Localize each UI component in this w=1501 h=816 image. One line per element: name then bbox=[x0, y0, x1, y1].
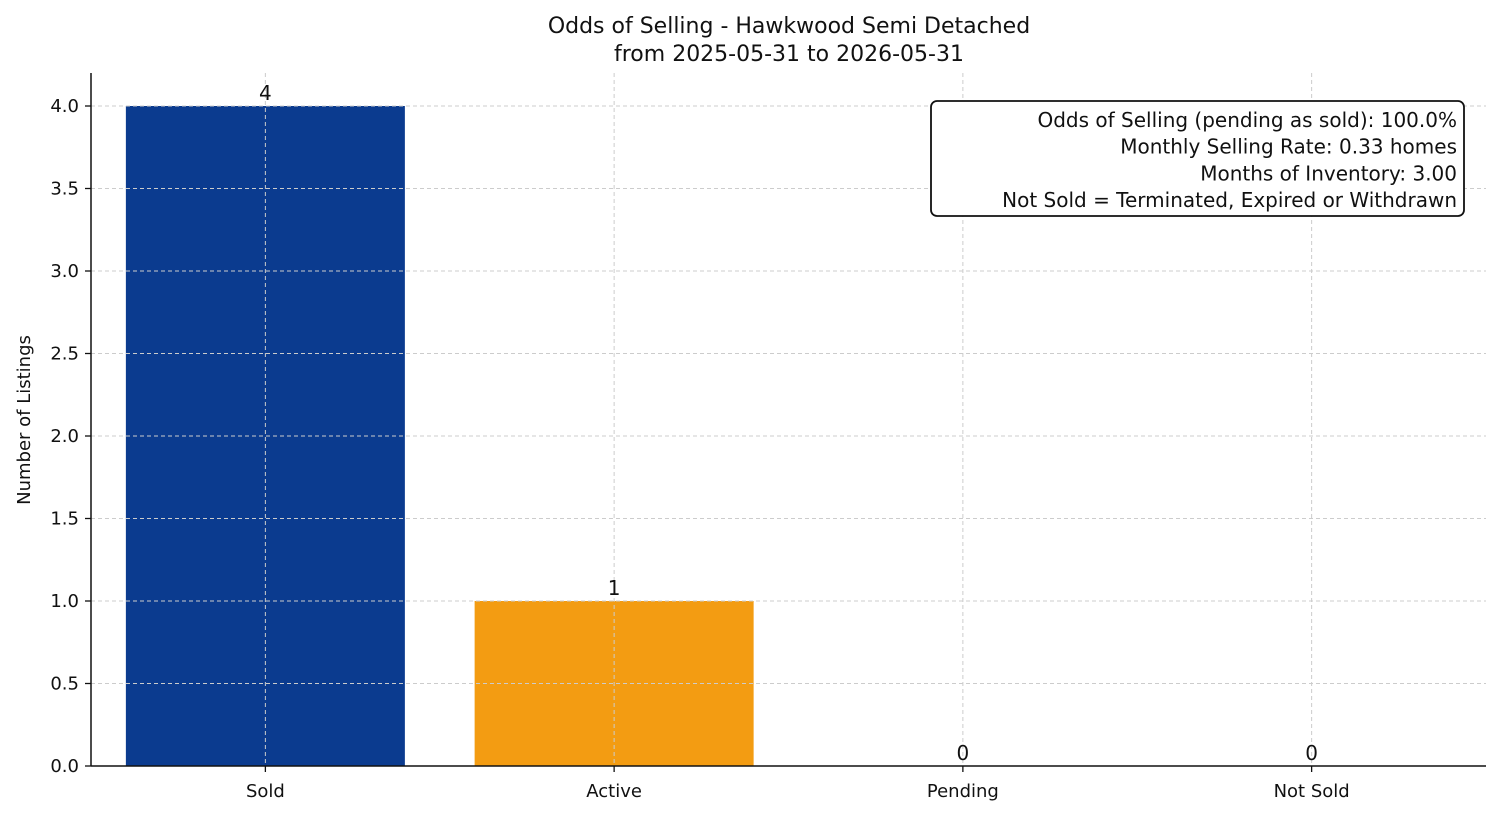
y-tick-label: 3.0 bbox=[50, 261, 79, 282]
info-box-line: Monthly Selling Rate: 0.33 homes bbox=[1120, 135, 1457, 159]
y-tick-label: 2.5 bbox=[50, 344, 79, 365]
info-box: Odds of Selling (pending as sold): 100.0… bbox=[930, 100, 1465, 217]
info-box-line: Odds of Selling (pending as sold): 100.0… bbox=[1037, 108, 1457, 132]
info-box-frame bbox=[930, 100, 1465, 217]
info-box-line: Not Sold = Terminated, Expired or Withdr… bbox=[1002, 188, 1457, 212]
chart-subtitle: from 2025-05-31 to 2026-05-31 bbox=[614, 42, 964, 67]
y-tick-label: 3.5 bbox=[50, 179, 79, 200]
y-tick-label: 1.5 bbox=[50, 509, 79, 530]
bar-value-label: 0 bbox=[957, 741, 970, 765]
y-tick-label: 0.0 bbox=[50, 756, 79, 777]
axis-layer: 4 1 0 0 0.0 0.5 1.0 1.5 2.0 2.5 3.0 3.5 4.0 Sold Activ… bbox=[50, 73, 1486, 802]
chart-title: Odds of Selling - Hawkwood Semi Detached bbox=[548, 14, 1030, 39]
y-tick-label: 0.5 bbox=[50, 674, 79, 695]
y-tick-label: 1.0 bbox=[50, 591, 79, 612]
bar-sold bbox=[125, 106, 405, 766]
x-tick-label: Pending bbox=[927, 781, 999, 802]
bar-value-label: 4 bbox=[259, 81, 272, 105]
x-tick-label: Sold bbox=[246, 781, 285, 802]
bar-value-label: 0 bbox=[1305, 741, 1318, 765]
y-tick-label: 2.0 bbox=[50, 426, 79, 447]
y-axis-label: Number of Listings bbox=[14, 335, 35, 505]
bar-value-label: 1 bbox=[608, 576, 621, 600]
y-tick-label: 4.0 bbox=[50, 96, 79, 117]
x-tick-label: Active bbox=[586, 781, 642, 802]
info-box-line: Months of Inventory: 3.00 bbox=[1200, 161, 1457, 185]
x-tick-label: Not Sold bbox=[1274, 781, 1350, 802]
